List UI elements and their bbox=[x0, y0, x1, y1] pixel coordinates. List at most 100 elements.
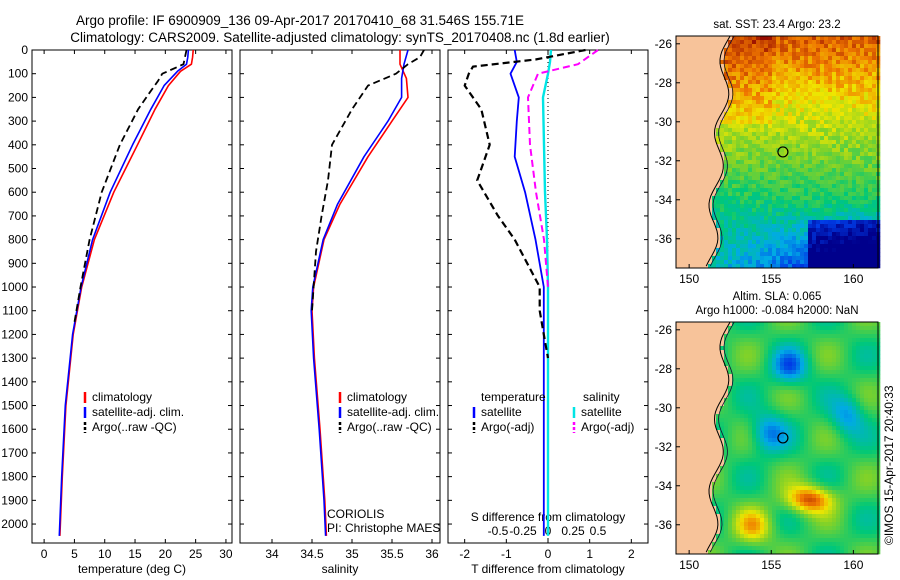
map-cell bbox=[676, 382, 681, 387]
map-cell bbox=[712, 160, 717, 165]
map-cell bbox=[788, 116, 793, 121]
map-cell bbox=[856, 394, 861, 399]
map-cell bbox=[836, 40, 841, 45]
map-cell bbox=[868, 92, 873, 97]
map-cell bbox=[828, 204, 833, 209]
map-cell bbox=[780, 76, 785, 81]
map-cell bbox=[848, 224, 853, 229]
map-cell bbox=[784, 100, 789, 105]
x-tick-label: 35 bbox=[345, 547, 359, 561]
map-cell bbox=[840, 188, 845, 193]
map-cell bbox=[744, 200, 749, 205]
map-cell bbox=[832, 240, 837, 245]
map-cell bbox=[820, 36, 825, 41]
map-cell bbox=[836, 374, 841, 379]
map-x-tick-label: 155 bbox=[761, 272, 781, 286]
map-cell bbox=[724, 88, 729, 93]
map-cell bbox=[748, 426, 753, 431]
map-cell bbox=[784, 398, 789, 403]
map-cell bbox=[836, 430, 841, 435]
map-cell bbox=[804, 148, 809, 153]
map-cell bbox=[784, 120, 789, 125]
map-cell bbox=[748, 350, 753, 355]
map-cell bbox=[724, 398, 729, 403]
map-cell bbox=[828, 418, 833, 423]
map-cell bbox=[740, 68, 745, 73]
map-cell bbox=[760, 124, 765, 129]
map-cell bbox=[804, 406, 809, 411]
map-cell bbox=[828, 330, 833, 335]
map-cell bbox=[840, 132, 845, 137]
map-cell bbox=[716, 148, 721, 153]
map-cell bbox=[796, 100, 801, 105]
map-cell bbox=[752, 100, 757, 105]
map-cell bbox=[680, 128, 685, 133]
map-cell bbox=[848, 438, 853, 443]
map-cell bbox=[772, 92, 777, 97]
map-cell bbox=[708, 192, 713, 197]
map-cell bbox=[864, 104, 869, 109]
map-cell bbox=[676, 180, 681, 185]
map-cell bbox=[704, 164, 709, 169]
map-cell bbox=[780, 84, 785, 89]
map-cell bbox=[764, 216, 769, 221]
map-cell bbox=[676, 144, 681, 149]
map-cell bbox=[712, 442, 717, 447]
map-cell bbox=[820, 104, 825, 109]
map-cell bbox=[792, 172, 797, 177]
map-cell bbox=[848, 196, 853, 201]
map-cell bbox=[696, 116, 701, 121]
map-cell bbox=[684, 366, 689, 371]
map-cell bbox=[776, 136, 781, 141]
map-cell bbox=[872, 390, 877, 395]
map-cell bbox=[788, 366, 793, 371]
map-cell bbox=[732, 330, 737, 335]
map-cell bbox=[768, 84, 773, 89]
map-cell bbox=[744, 458, 749, 463]
map-cell bbox=[824, 264, 829, 269]
map-cell bbox=[840, 264, 845, 269]
map-cell bbox=[804, 362, 809, 367]
map-cell bbox=[872, 228, 877, 233]
map-cell bbox=[716, 196, 721, 201]
map-cell bbox=[680, 160, 685, 165]
map-cell bbox=[852, 56, 857, 61]
map-cell bbox=[696, 136, 701, 141]
map-cell bbox=[788, 136, 793, 141]
map-cell bbox=[688, 216, 693, 221]
map-cell bbox=[676, 220, 681, 225]
map-cell bbox=[696, 362, 701, 367]
map-cell bbox=[824, 208, 829, 213]
map-cell bbox=[804, 56, 809, 61]
map-cell bbox=[824, 358, 829, 363]
map-cell bbox=[736, 76, 741, 81]
map-cell bbox=[792, 354, 797, 359]
map-cell bbox=[764, 362, 769, 367]
map-cell bbox=[780, 208, 785, 213]
map-cell bbox=[772, 410, 777, 415]
map-cell bbox=[740, 442, 745, 447]
map-cell bbox=[796, 446, 801, 451]
map-cell bbox=[768, 422, 773, 427]
map-cell bbox=[712, 446, 717, 451]
map-cell bbox=[744, 208, 749, 213]
map-cell bbox=[740, 446, 745, 451]
y-tick-label: 1900 bbox=[1, 493, 28, 507]
map-cell bbox=[748, 422, 753, 427]
map-cell bbox=[808, 410, 813, 415]
map-cell bbox=[872, 264, 877, 269]
map-cell bbox=[712, 326, 717, 331]
map-cell bbox=[780, 370, 785, 375]
map-cell bbox=[724, 216, 729, 221]
map-cell bbox=[696, 422, 701, 427]
map-cell bbox=[724, 370, 729, 375]
map-cell bbox=[696, 450, 701, 455]
map-cell bbox=[712, 438, 717, 443]
map-cell bbox=[872, 248, 877, 253]
map-cell bbox=[836, 248, 841, 253]
map-cell bbox=[872, 382, 877, 387]
map-cell bbox=[724, 414, 729, 419]
map-cell bbox=[700, 370, 705, 375]
y-tick-label: 400 bbox=[8, 138, 28, 152]
map-cell bbox=[800, 184, 805, 189]
